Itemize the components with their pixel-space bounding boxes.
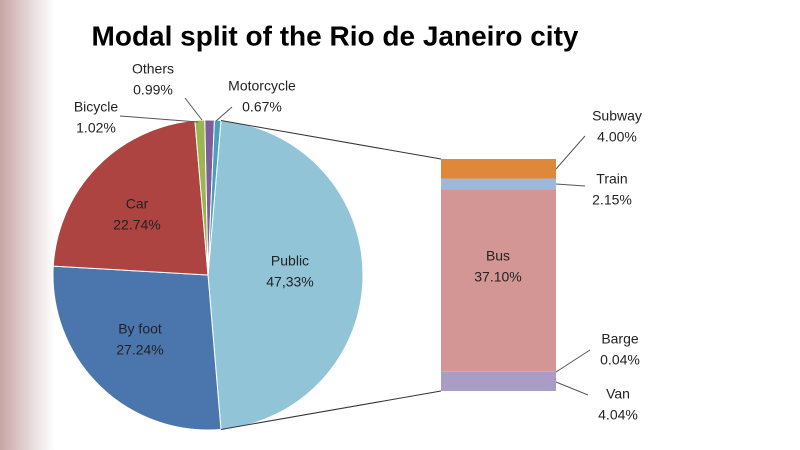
leader-line bbox=[555, 135, 586, 170]
bar-value-label: 2.15% bbox=[592, 192, 632, 208]
slice-value-label: 47,33% bbox=[266, 274, 313, 290]
slice-value-label: 22.74% bbox=[113, 217, 160, 233]
bar-value-label: 0.04% bbox=[600, 352, 640, 368]
slice-label: Others bbox=[132, 61, 174, 77]
bar-value-label: 4.04% bbox=[598, 407, 638, 423]
leader-line bbox=[555, 183, 586, 187]
leader-line bbox=[555, 381, 589, 396]
leader-line bbox=[119, 115, 199, 123]
bar-label: Van bbox=[606, 386, 630, 402]
pie-slice bbox=[207, 119, 222, 276]
slice-value-label: 27.24% bbox=[116, 342, 163, 358]
chart-title: Modal split of the Rio de Janeiro city bbox=[92, 20, 579, 51]
pie-slice bbox=[52, 265, 222, 431]
slice-label: Motorcycle bbox=[228, 78, 296, 94]
pie-slice bbox=[207, 120, 364, 430]
slice-label: Car bbox=[126, 196, 149, 212]
slice-label: Bicycle bbox=[74, 99, 119, 115]
bar-value-label: 4.00% bbox=[597, 129, 637, 145]
bar-label: Subway bbox=[592, 108, 642, 124]
bar-segment bbox=[441, 159, 556, 179]
bar-value-label: 37.10% bbox=[474, 269, 521, 285]
leader-line bbox=[215, 106, 233, 122]
connector-line bbox=[220, 120, 442, 160]
bar-label: Bus bbox=[486, 248, 510, 264]
connector-line bbox=[220, 390, 442, 430]
background-blur bbox=[0, 0, 55, 450]
slice-label: By foot bbox=[118, 321, 162, 337]
bar-label: Barge bbox=[601, 331, 639, 347]
pie-slice bbox=[52, 120, 209, 276]
bar-segment bbox=[441, 371, 556, 391]
slice-label: Public bbox=[271, 253, 309, 269]
bar-segment bbox=[441, 178, 556, 190]
leader-line bbox=[184, 97, 203, 121]
bar-label: Train bbox=[596, 171, 627, 187]
bar-segment bbox=[441, 189, 556, 372]
slice-value-label: 1.02% bbox=[76, 120, 116, 136]
slice-value-label: 0.99% bbox=[133, 82, 173, 98]
leader-line bbox=[555, 349, 591, 373]
slice-value-label: 0.67% bbox=[242, 99, 282, 115]
